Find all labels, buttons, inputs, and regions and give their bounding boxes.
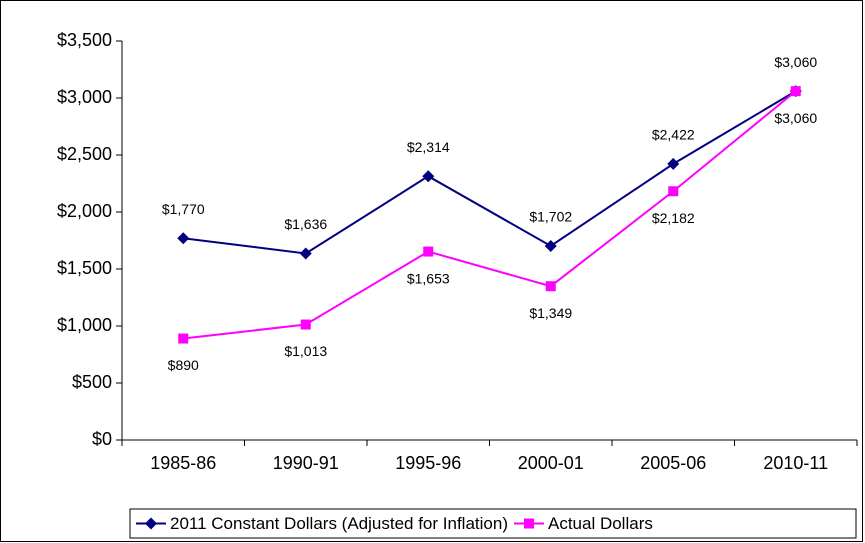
data-label: $1,770 [162,201,205,217]
data-label: $2,422 [652,127,695,143]
x-tick-label: 1990-91 [273,453,339,473]
data-label: $1,653 [407,270,450,286]
data-point [423,246,434,257]
data-label: $1,636 [284,216,327,232]
x-tick-label: 2010-11 [763,453,828,473]
y-tick-label: $1,500 [57,258,112,278]
data-label: $2,314 [407,139,450,155]
y-tick-label: $2,500 [57,144,112,164]
data-point [177,232,190,245]
data-point [668,186,679,197]
data-label: $1,013 [284,343,327,359]
data-label: $2,182 [652,210,695,226]
series-line [183,90,797,340]
legend-box [129,508,857,539]
data-label: $3,060 [774,110,817,126]
y-tick-label: $3,500 [57,30,112,50]
legend-label: 2011 Constant Dollars (Adjusted for Infl… [170,514,508,533]
data-point [422,170,435,183]
data-label: $1,349 [529,305,572,321]
legend-marker [523,518,534,529]
y-tick-label: $2,000 [57,201,112,221]
data-point [544,239,557,252]
data-point [790,86,801,97]
data-label: $890 [168,357,199,373]
data-point [299,247,312,260]
data-point [667,157,680,170]
x-tick-label: 1995-96 [395,453,461,473]
y-tick-label: $0 [92,429,112,449]
data-point [545,281,556,292]
x-tick-label: 1985-86 [150,453,216,473]
data-label: $1,702 [529,209,572,225]
data-point [300,319,311,330]
legend-marker [145,517,157,530]
data-label: $3,060 [774,54,817,70]
legend-label: Actual Dollars [548,514,653,533]
y-tick-label: $3,000 [57,87,112,107]
y-tick-label: $1,000 [57,315,112,335]
y-tick-label: $500 [72,372,112,392]
data-point [178,333,189,344]
series-line [183,90,797,255]
x-tick-label: 2005-06 [640,453,706,473]
x-tick-label: 2000-01 [518,453,584,473]
